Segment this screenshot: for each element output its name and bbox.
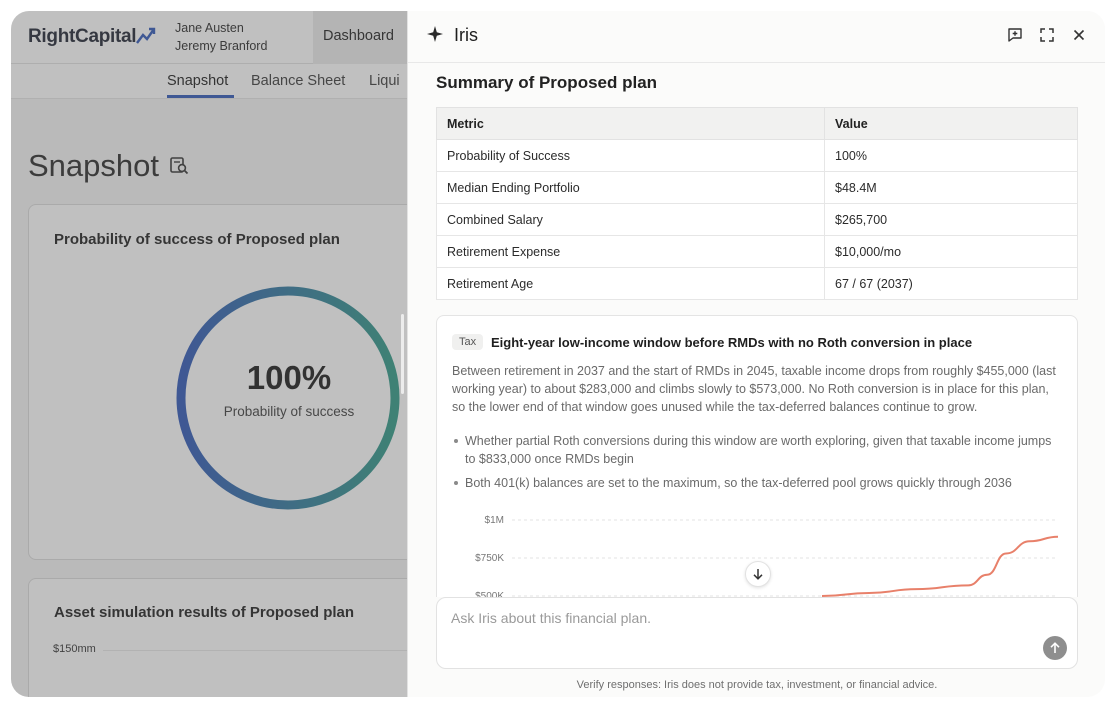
success-value: 100% xyxy=(246,359,332,396)
chart-y-tick-label: $1M xyxy=(485,515,504,526)
table-row: Probability of Success 100% xyxy=(436,139,1078,172)
insight-title: Eight-year low-income window before RMDs… xyxy=(491,335,973,350)
chart-y-tick-label: $750K xyxy=(475,553,504,564)
insight-tag: Tax xyxy=(452,334,484,350)
table-row: Retirement Expense $10,000/mo xyxy=(436,235,1078,268)
income-line-chart: $1M $750K $500K xyxy=(475,515,1059,597)
asset-gridline xyxy=(103,650,433,651)
table-cell-value: 100% xyxy=(824,139,1078,172)
table-cell-metric: Retirement Expense xyxy=(436,235,825,268)
chat-composer xyxy=(436,597,1078,669)
tab-liquidity[interactable]: Liqui xyxy=(369,73,400,89)
table-row: Combined Salary $265,700 xyxy=(436,203,1078,236)
tab-balance-sheet[interactable]: Balance Sheet xyxy=(251,73,346,89)
table-header-row: Metric Value xyxy=(436,107,1078,140)
success-label: Probability of success xyxy=(223,404,355,419)
insight-body: Between retirement in 2037 and the start… xyxy=(452,364,1056,414)
scroll-down-button[interactable] xyxy=(745,561,771,587)
list-item: Both 401(k) balances are set to the maxi… xyxy=(452,474,1064,492)
panel-header: Iris xyxy=(408,11,1105,63)
table-row: Retirement Age 67 / 67 (2037) xyxy=(436,267,1078,300)
disclaimer: Verify responses: Iris does not provide … xyxy=(576,679,938,691)
insight-card: Tax Eight-year low-income window before … xyxy=(436,315,1078,597)
table-cell-value: $10,000/mo xyxy=(824,235,1078,268)
panel-resize-handle[interactable] xyxy=(401,314,404,394)
panel-title: Iris xyxy=(454,25,478,45)
success-ring xyxy=(176,286,400,510)
background-app: RightCapital Jane Austen Jeremy Branford… xyxy=(11,11,448,697)
iris-panel: Iris Summary of Prop xyxy=(407,11,1105,697)
asset-card-title: Asset simulation results of Proposed pla… xyxy=(54,604,355,621)
conversation-scroll-area[interactable]: Summary of Proposed plan Metric Value Pr… xyxy=(408,63,1105,597)
client-name-1: Jane Austen xyxy=(175,21,244,35)
close-icon[interactable] xyxy=(1070,26,1088,44)
table-cell-value: $48.4M xyxy=(824,171,1078,204)
sparkle-icon xyxy=(427,26,443,42)
table-cell-metric: Retirement Age xyxy=(436,267,825,300)
table-cell-value: 67 / 67 (2037) xyxy=(824,267,1078,300)
arrow-down-icon xyxy=(753,569,763,580)
client-names[interactable]: Jane Austen Jeremy Branford xyxy=(175,19,267,55)
logo-arrow-icon xyxy=(136,27,156,44)
table-cell-metric: Probability of Success xyxy=(436,139,825,172)
asset-y-tick: $150mm xyxy=(53,643,96,655)
report-search-icon[interactable] xyxy=(169,155,189,175)
chart-series-line xyxy=(821,535,1059,597)
summary-table: Metric Value Probability of Success 100%… xyxy=(436,107,1078,300)
table-header-value: Value xyxy=(824,107,1078,140)
table-cell-metric: Median Ending Portfolio xyxy=(436,171,825,204)
success-card: Probability of success of Proposed plan xyxy=(28,204,448,560)
table-cell-metric: Combined Salary xyxy=(436,203,825,236)
list-item: Whether partial Roth conversions during … xyxy=(452,432,1064,468)
send-button[interactable] xyxy=(1043,636,1067,660)
table-cell-value: $265,700 xyxy=(824,203,1078,236)
client-name-2: Jeremy Branford xyxy=(175,39,268,53)
tab-snapshot[interactable]: Snapshot xyxy=(167,73,229,89)
window: RightCapital Jane Austen Jeremy Branford… xyxy=(11,11,1105,697)
new-chat-icon[interactable] xyxy=(1006,26,1024,44)
page-title: Snapshot xyxy=(28,148,159,183)
arrow-up-icon xyxy=(1050,642,1060,653)
active-tab-indicator xyxy=(167,95,234,98)
summary-title: Summary of Proposed plan xyxy=(436,73,658,92)
asset-simulation-card: Asset simulation results of Proposed pla… xyxy=(28,578,448,697)
modal-overlay[interactable] xyxy=(11,11,431,697)
chart-y-tick-label: $500K xyxy=(475,591,504,597)
expand-icon[interactable] xyxy=(1038,26,1056,44)
logo[interactable]: RightCapital xyxy=(28,26,137,47)
insight-bullets: Whether partial Roth conversions during … xyxy=(452,432,1064,498)
table-header-metric: Metric xyxy=(436,107,825,140)
table-row: Median Ending Portfolio $48.4M xyxy=(436,171,1078,204)
chat-input[interactable] xyxy=(451,610,1011,626)
sub-navigation: Snapshot Balance Sheet Liqui xyxy=(11,64,431,99)
success-card-title: Probability of success of Proposed plan xyxy=(54,231,340,248)
